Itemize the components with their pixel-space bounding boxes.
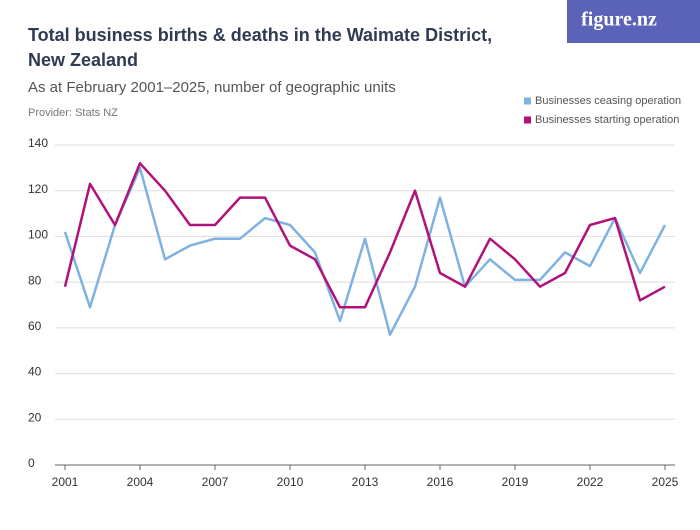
- x-tick-label: 2001: [52, 475, 79, 489]
- series-line: [63, 162, 666, 309]
- brand: figure.nz: [581, 9, 657, 31]
- provider: Provider: Stats NZ: [28, 107, 118, 119]
- x-tick-label: 2010: [277, 475, 304, 489]
- series-line: [63, 166, 667, 336]
- y-tick-label: 80: [28, 273, 42, 287]
- y-tick-label: 140: [28, 136, 48, 150]
- chart-title: Total business births & deaths in the Wa…: [28, 25, 492, 70]
- chart-subtitle: As at February 2001–2025, number of geog…: [28, 79, 396, 96]
- x-tick-label: 2016: [427, 475, 454, 489]
- y-tick-label: 0: [28, 456, 35, 470]
- x-tick-label: 2007: [202, 475, 229, 489]
- x-tick-label: 2013: [352, 475, 379, 489]
- x-tick-label: 2022: [577, 475, 604, 489]
- x-tick-label: 2025: [652, 475, 679, 489]
- y-tick-label: 40: [28, 365, 42, 379]
- y-tick-label: 20: [28, 410, 42, 424]
- legend-swatch: [524, 116, 531, 124]
- y-tick-label: 120: [28, 182, 48, 196]
- legend-label: Businesses ceasing operation: [535, 95, 681, 107]
- legend-label: Businesses starting operation: [535, 114, 679, 126]
- y-tick-label: 60: [28, 319, 42, 333]
- legend-swatch: [524, 97, 531, 105]
- x-tick-label: 2004: [127, 475, 154, 489]
- brand-box: [567, 0, 700, 43]
- x-tick-label: 2019: [502, 475, 529, 489]
- y-tick-label: 100: [28, 228, 48, 242]
